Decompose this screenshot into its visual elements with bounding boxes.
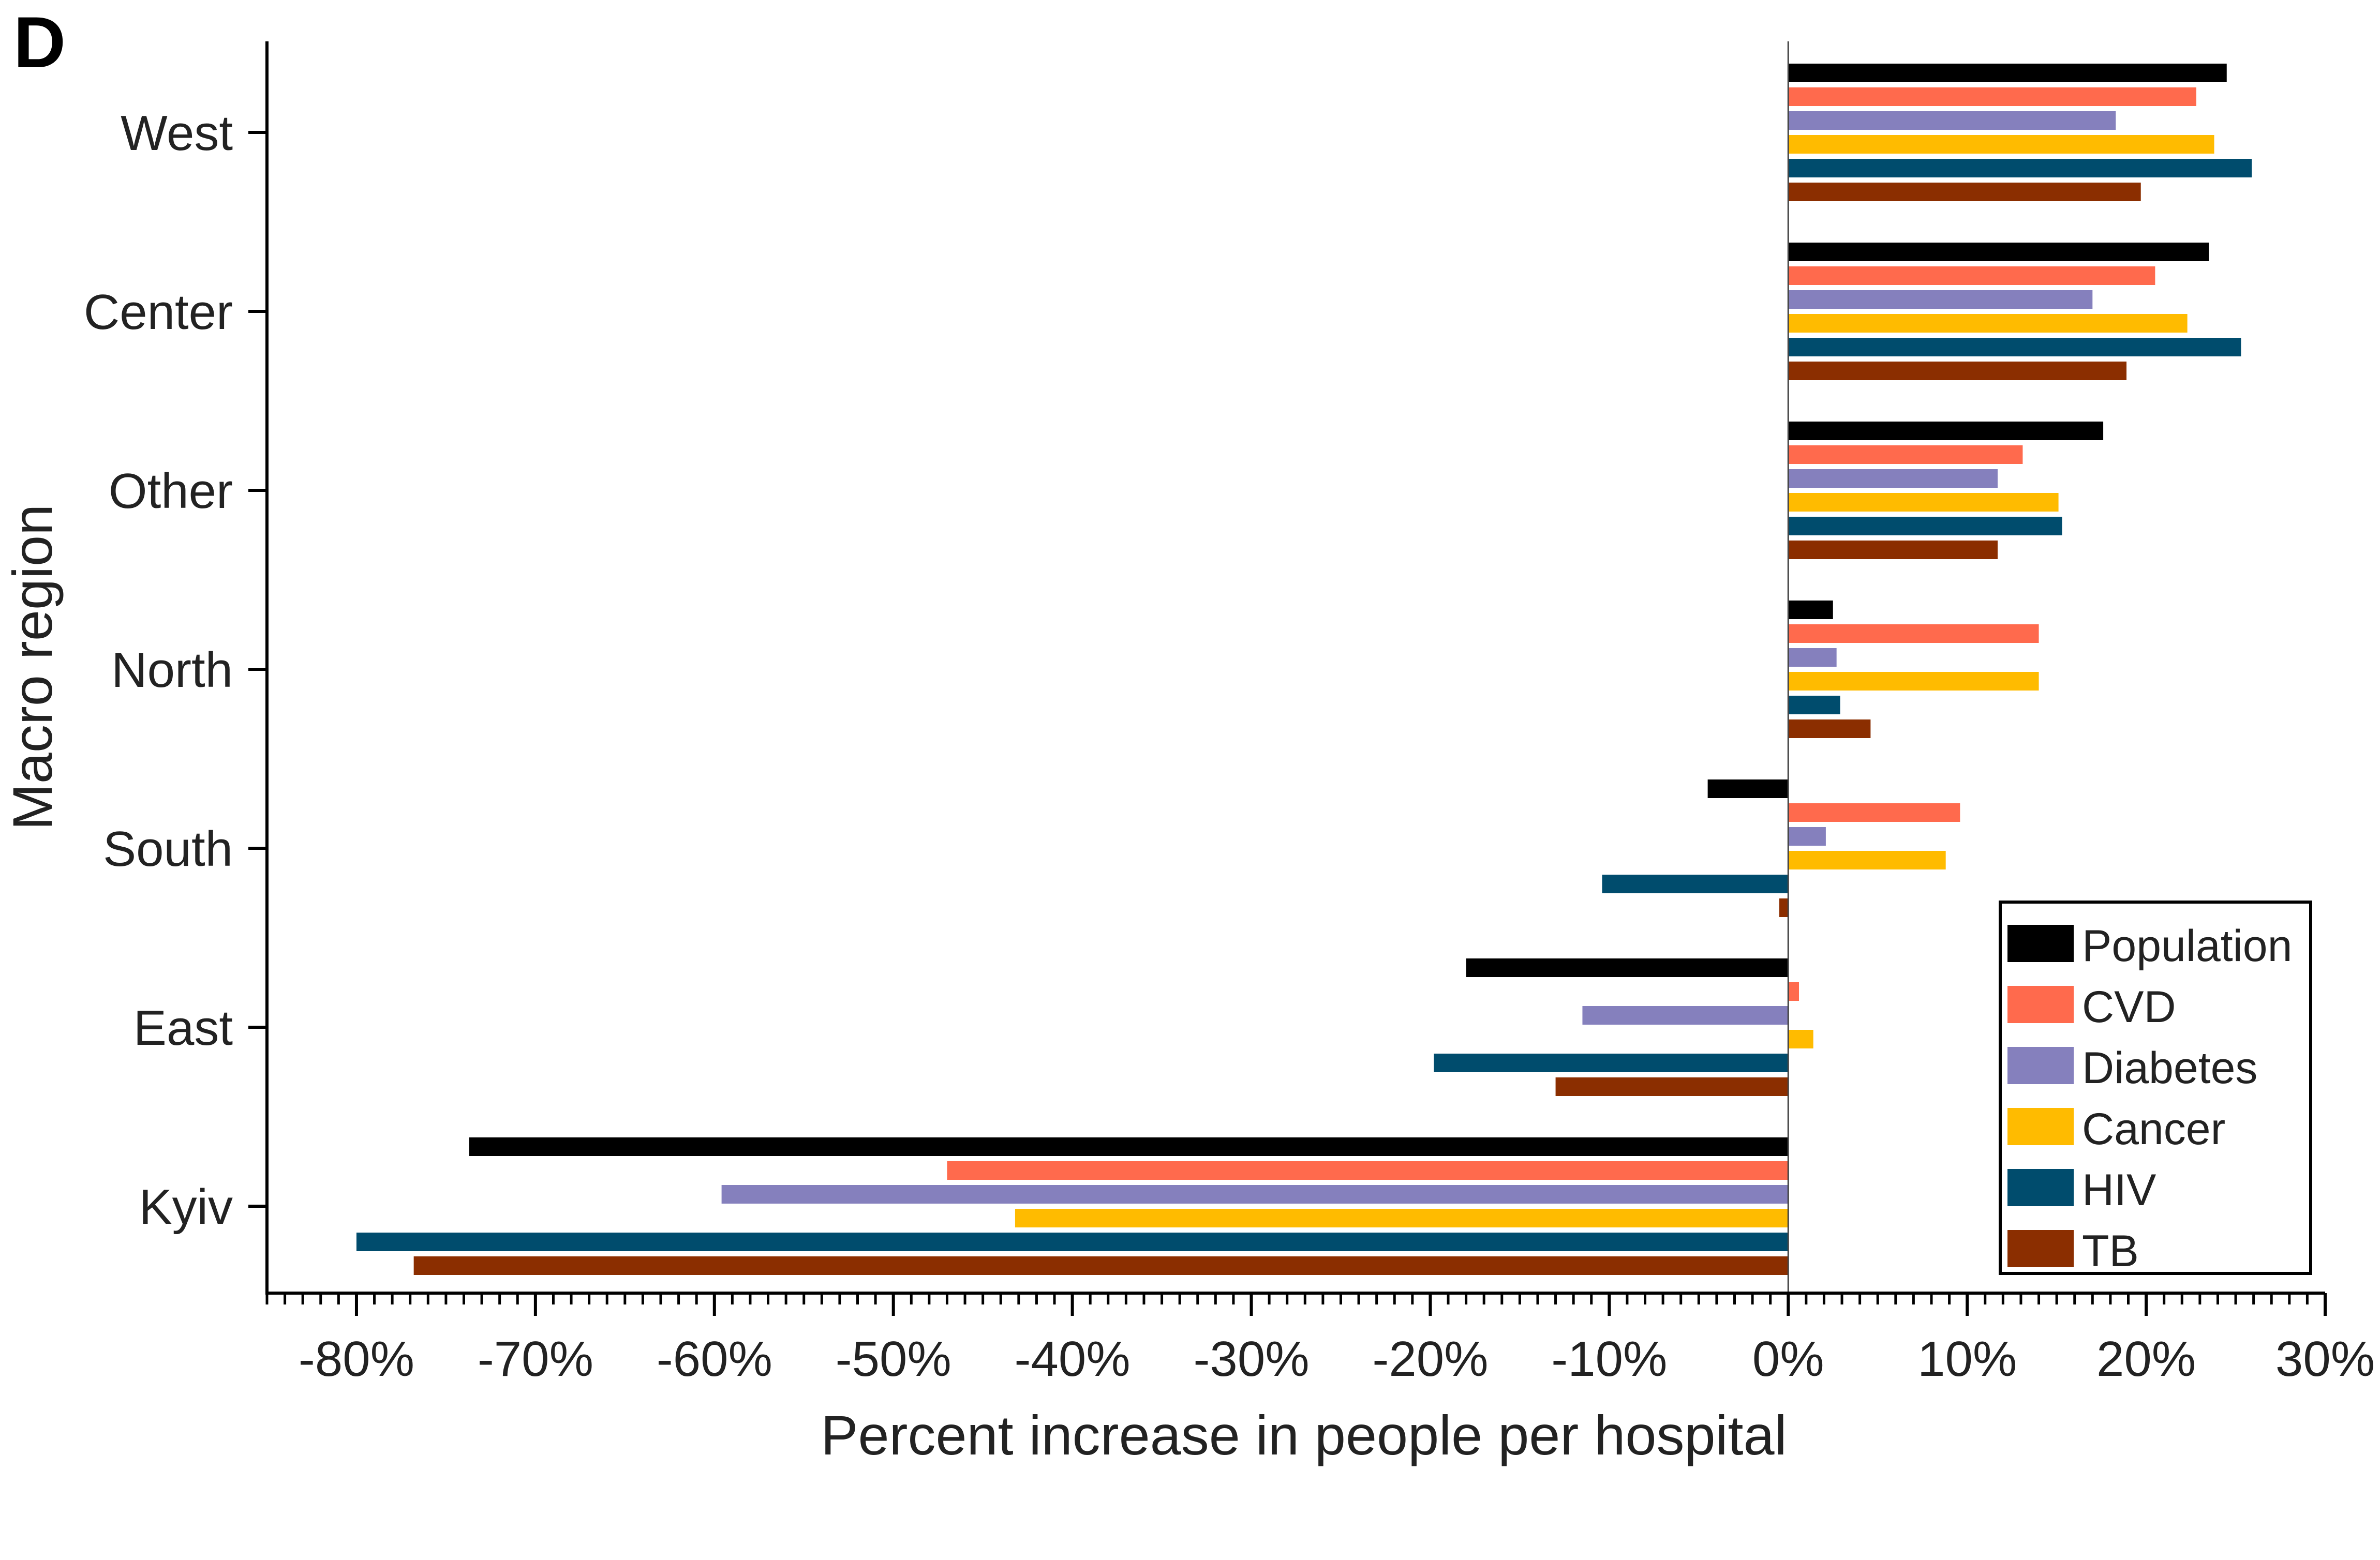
legend-swatch-population (2007, 925, 2074, 962)
legend-swatch-cancer (2007, 1108, 2074, 1145)
bar-other-population (1788, 422, 2104, 440)
bar-north-cvd (1788, 624, 2039, 643)
bar-other-diabetes (1788, 469, 1998, 488)
legend-swatch-hiv (2007, 1169, 2074, 1206)
bar-west-population (1788, 64, 2227, 82)
bar-south-diabetes (1788, 827, 1826, 846)
bar-kyiv-cvd (947, 1161, 1789, 1180)
bar-north-tb (1788, 719, 1871, 738)
x-tick-label: 30% (2275, 1331, 2375, 1387)
x-tick-label: -20% (1372, 1331, 1488, 1387)
bar-north-diabetes (1788, 648, 1837, 667)
legend-swatch-tb (2007, 1230, 2074, 1267)
bar-east-cancer (1788, 1030, 1813, 1048)
legend-box (1999, 901, 2312, 1275)
bar-north-hiv (1788, 696, 1840, 714)
legend-swatch-diabetes (2007, 1047, 2074, 1084)
bar-other-tb (1788, 541, 1998, 559)
bar-kyiv-population (469, 1137, 1789, 1156)
bar-kyiv-hiv (356, 1233, 1789, 1251)
x-tick-label: 10% (1917, 1331, 2017, 1387)
x-tick-label: -10% (1551, 1331, 1667, 1387)
y-tick-label-kyiv: Kyiv (139, 1179, 233, 1235)
legend-label-diabetes: Diabetes (2082, 1043, 2257, 1093)
bar-north-population (1788, 601, 1833, 619)
x-tick-label: -40% (1015, 1331, 1130, 1387)
bar-east-diabetes (1582, 1006, 1789, 1025)
bar-west-tb (1788, 183, 2141, 201)
x-tick-label: -80% (299, 1331, 414, 1387)
legend: Population CVD Diabetes Cancer HIV TB (1999, 901, 2312, 1276)
x-tick-label: -50% (836, 1331, 951, 1387)
legend-label-cvd: CVD (2082, 982, 2176, 1032)
bar-south-cancer (1788, 851, 1946, 869)
y-tick-label-other: Other (109, 463, 233, 519)
x-tick-label: 20% (2096, 1331, 2196, 1387)
bar-other-cancer (1788, 493, 2059, 512)
bar-kyiv-cancer (1015, 1209, 1789, 1227)
y-axis-title: Macro region (1, 504, 64, 830)
bar-center-population (1788, 243, 2209, 261)
bar-east-population (1466, 958, 1789, 977)
legend-swatch-cvd (2007, 986, 2074, 1023)
y-tick-label-center: Center (84, 284, 233, 340)
bar-south-population (1707, 779, 1789, 798)
y-tick-label-south: South (103, 821, 233, 877)
panel-letter: D (13, 2, 66, 83)
bar-kyiv-diabetes (721, 1185, 1789, 1204)
y-tick-label-north: North (111, 642, 233, 698)
bar-south-cvd (1788, 803, 1960, 822)
bars (356, 64, 2252, 1275)
x-tick-label: -70% (478, 1331, 593, 1387)
x-tick-label: -60% (657, 1331, 772, 1387)
bar-east-cvd (1788, 982, 1799, 1001)
legend-label-tb: TB (2082, 1226, 2139, 1276)
y-tick-label-west: West (121, 106, 233, 161)
bar-other-cvd (1788, 445, 2023, 464)
bar-center-tb (1788, 362, 2127, 380)
legend-label-cancer: Cancer (2082, 1104, 2225, 1154)
axes: West Center Other North South East Kyiv -80% -70… (84, 41, 2375, 1387)
bar-center-diabetes (1788, 290, 2093, 309)
bar-west-cvd (1788, 87, 2196, 106)
bar-other-hiv (1788, 517, 2062, 535)
bar-west-hiv (1788, 159, 2252, 177)
bar-north-cancer (1788, 672, 2039, 691)
bar-center-cvd (1788, 266, 2155, 285)
x-axis-title: Percent increase in people per hospital (821, 1404, 1787, 1466)
x-tick-label: 0% (1752, 1331, 1824, 1387)
bar-east-hiv (1434, 1054, 1789, 1072)
bar-west-cancer (1788, 135, 2214, 154)
bar-center-cancer (1788, 314, 2188, 333)
bar-south-hiv (1602, 875, 1789, 893)
y-tick-label-east: East (133, 1000, 233, 1056)
bar-west-diabetes (1788, 111, 2116, 130)
x-tick-label: -30% (1193, 1331, 1309, 1387)
bar-kyiv-tb (413, 1256, 1789, 1275)
bar-east-tb (1555, 1077, 1789, 1096)
bar-center-hiv (1788, 338, 2241, 356)
bar-south-tb (1779, 898, 1789, 917)
legend-label-population: Population (2082, 921, 2292, 971)
legend-label-hiv: HIV (2082, 1165, 2156, 1215)
